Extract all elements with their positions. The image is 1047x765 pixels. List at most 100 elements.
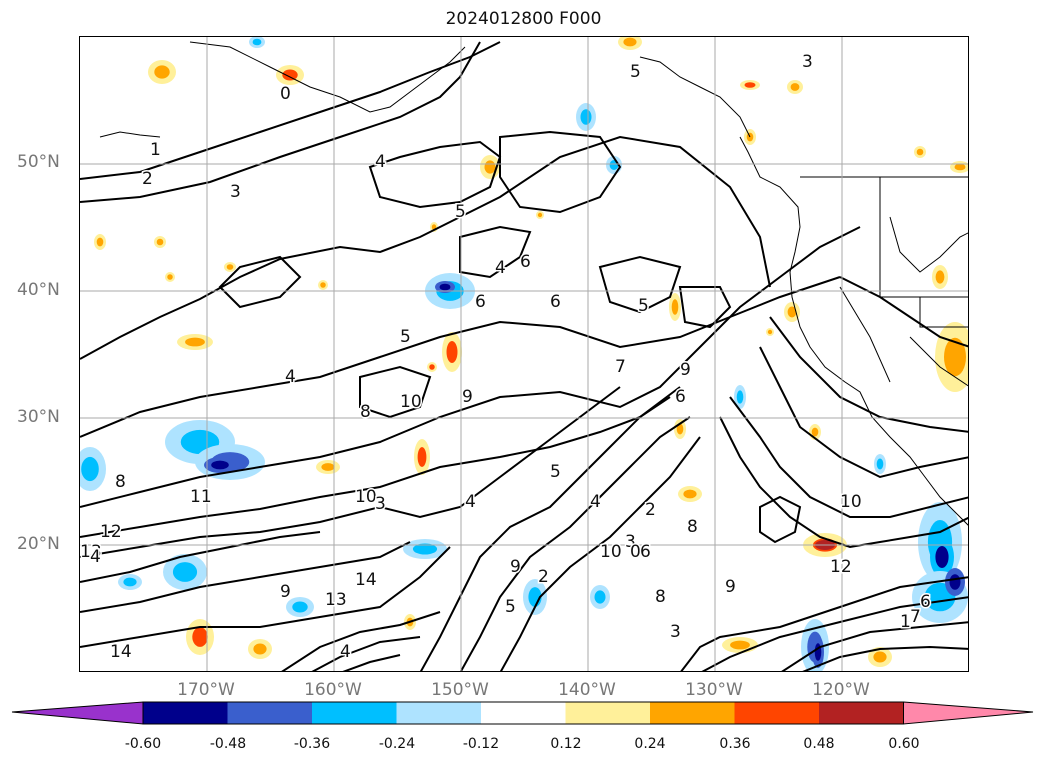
- contour-line: [80, 386, 681, 538]
- shaded-cell-core: [944, 337, 966, 377]
- cb-tick: 0.12: [550, 736, 582, 752]
- contour-label: 5: [400, 327, 411, 347]
- shaded-cell-core: [671, 299, 679, 315]
- coast-segment: [909, 336, 968, 387]
- contour-line: [342, 654, 401, 671]
- lon-label-140w: 140°W: [558, 680, 616, 700]
- colorbar-segment: [819, 702, 904, 724]
- contour-line: [80, 531, 321, 583]
- cb-tick: 0.36: [719, 736, 751, 752]
- coast-segment: [839, 286, 891, 383]
- colorbar-extend-high: [903, 701, 1034, 725]
- contour-line: [218, 255, 302, 309]
- contour-label: 11: [190, 487, 212, 507]
- contour-label: 10: [600, 542, 622, 562]
- shaded-cell-core: [226, 264, 234, 270]
- contour-label: 9: [680, 360, 691, 380]
- shaded-cell-core: [429, 364, 435, 370]
- cb-tick: 0.48: [803, 736, 835, 752]
- contour-line: [419, 396, 671, 671]
- contour-line: [499, 130, 622, 214]
- contour-label: 6: [550, 292, 561, 312]
- contour-label: 9: [510, 557, 521, 577]
- graticule: [80, 37, 968, 671]
- contour-label: 8: [360, 402, 371, 422]
- contour-label: 3: [670, 622, 681, 642]
- shaded-cell-core: [211, 460, 229, 470]
- contour-label: 5: [550, 462, 561, 482]
- colorbar-segment: [565, 702, 651, 724]
- contour-line: [759, 495, 802, 544]
- contour-label: 12: [830, 557, 852, 577]
- coast-segment: [639, 56, 751, 138]
- lat-label-40n: 40°N: [17, 280, 60, 300]
- map-plot-area: 1 0 2 3 4 5 6 4 5 6 5 4 3 6 9 8 10 11 12 13 14 9 10 8 5 4 3 2 6 8 9 10 7…: [79, 36, 969, 672]
- contour-label: 6: [520, 252, 531, 272]
- coast-segment: [879, 177, 968, 298]
- shaded-cell-core: [292, 601, 308, 613]
- contour-line: [459, 225, 532, 279]
- contour-label: 4: [590, 492, 601, 512]
- shaded-cell-core: [594, 590, 606, 604]
- shaded-cell-core: [446, 341, 458, 363]
- contour-label: 7: [615, 357, 626, 377]
- contour-label: 2: [645, 500, 656, 520]
- contour-line: [80, 135, 771, 360]
- shaded-cell-core: [790, 83, 800, 91]
- cb-tick: -0.24: [378, 736, 416, 752]
- contour-line: [80, 386, 621, 558]
- cb-tick: -0.48: [209, 736, 247, 752]
- shaded-cell-core: [81, 456, 99, 482]
- contour-label: 2: [142, 169, 153, 189]
- shaded-cell-core: [873, 651, 887, 663]
- contour-label: 4: [340, 642, 351, 662]
- coast-segment: [739, 136, 968, 526]
- contour-label: 8: [655, 587, 666, 607]
- contour-label: 14: [110, 642, 132, 662]
- contour-label: 10: [840, 492, 862, 512]
- contour-label: 9: [462, 387, 473, 407]
- contour-label: 6: [920, 592, 931, 612]
- contour-label: 9: [280, 582, 291, 602]
- contour-line: [839, 276, 968, 348]
- shaded-cell-core: [417, 447, 427, 467]
- colorbar-segment: [650, 702, 735, 724]
- contour-line: [80, 226, 861, 508]
- lon-label-120w: 120°W: [812, 680, 870, 700]
- shaded-cell-core: [811, 427, 819, 437]
- contour-label: 2: [538, 567, 549, 587]
- contour-label: 1: [150, 140, 161, 160]
- shaded-cell-core: [439, 283, 451, 291]
- contour-label: 6: [640, 542, 651, 562]
- cb-tick: 0.60: [888, 736, 920, 752]
- shaded-cell-core: [412, 543, 438, 555]
- shaded-cell-core: [876, 458, 884, 470]
- coast-segment: [99, 131, 161, 138]
- shaded-cell-core: [282, 69, 298, 81]
- cb-tick: 0.24: [634, 736, 666, 752]
- shaded-cell-core: [954, 163, 966, 171]
- map-canvas: 1023456456543698101112131491085432689107…: [80, 37, 968, 671]
- shaded-cell-core: [935, 546, 949, 568]
- contour-label: 0: [630, 542, 641, 562]
- shaded-cell-core: [123, 577, 137, 587]
- lon-label-150w: 150°W: [431, 680, 489, 700]
- shaded-cell-core: [537, 212, 543, 218]
- lon-label-170w: 170°W: [177, 680, 235, 700]
- cb-tick: -0.60: [124, 736, 162, 752]
- colorbar-segment: [312, 702, 397, 724]
- shaded-cell-core: [935, 270, 945, 284]
- lat-label-20n: 20°N: [17, 534, 60, 554]
- shaded-cell-core: [320, 282, 326, 288]
- contour-label: 4: [285, 367, 296, 387]
- shaded-fields: [80, 37, 968, 671]
- contour-lines: [80, 41, 968, 671]
- shaded-cell-core: [787, 306, 797, 318]
- shaded-cell-core: [730, 640, 750, 650]
- contour-label: 10: [400, 392, 422, 412]
- contour-line: [759, 346, 968, 479]
- contour-label: 13: [325, 590, 347, 610]
- cb-tick: -0.12: [462, 736, 500, 752]
- shaded-cell-core: [580, 109, 592, 125]
- colorbar-segment: [481, 702, 566, 724]
